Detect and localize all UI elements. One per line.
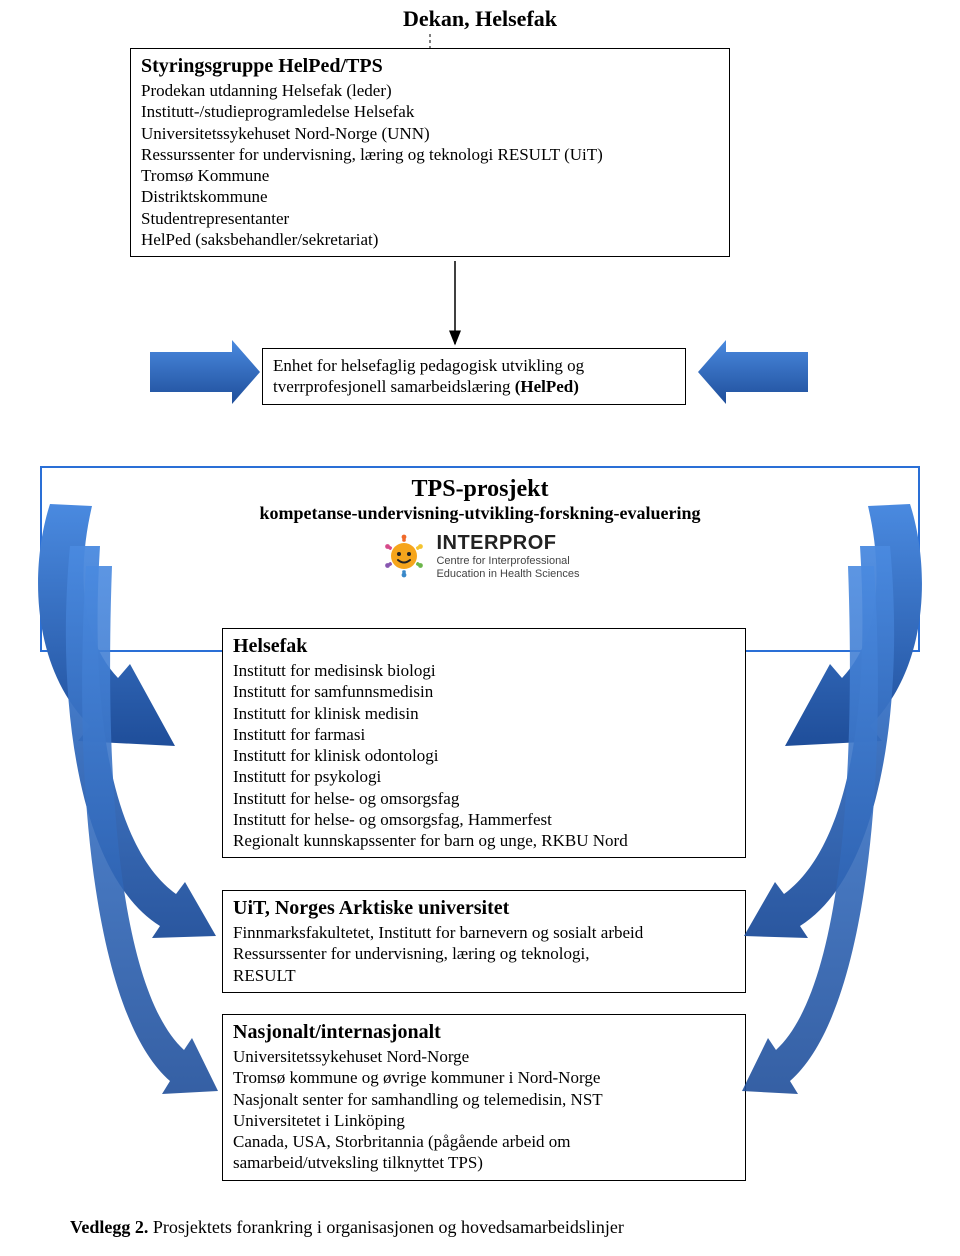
text-line: Canada, USA, Storbritannia (pågående arb… [233, 1131, 735, 1152]
footer-caption: Vedlegg 2. Prosjektets forankring i orga… [70, 1217, 624, 1238]
interprof-logo-icon [380, 532, 428, 580]
text-line: Tromsø Kommune [141, 165, 719, 186]
text-line: Prodekan utdanning Helsefak (leder) [141, 80, 719, 101]
text-line: samarbeid/utveksling tilknyttet TPS) [233, 1152, 735, 1173]
box-nasjonalt: Nasjonalt/internasjonalt Universitetssyk… [222, 1014, 746, 1181]
box-styringsgruppe-body: Prodekan utdanning Helsefak (leder)Insti… [141, 80, 719, 250]
text-line: Institutt for klinisk medisin [233, 703, 735, 724]
box-nasjonalt-body: Universitetssykehuset Nord-NorgeTromsø k… [233, 1046, 735, 1174]
interprof-logo: INTERPROF Centre for Interprofessional E… [52, 532, 908, 580]
text-line: Regionalt kunnskapssenter for barn og un… [233, 830, 735, 851]
text-line: Nasjonalt senter for samhandling og tele… [233, 1089, 735, 1110]
box-nasjonalt-title: Nasjonalt/internasjonalt [233, 1021, 735, 1044]
text-line: Institutt for helse- og omsorgsfag, Hamm… [233, 809, 735, 830]
text-line: Institutt for psykologi [233, 766, 735, 787]
page-title: Dekan, Helsefak [0, 6, 960, 32]
logo-sub-text2: Education in Health Sciences [436, 568, 579, 580]
box-enhet-body: Enhet for helsefaglig pedagogisk utvikli… [273, 355, 675, 398]
logo-sub-text1: Centre for Interprofessional [436, 555, 579, 567]
center-title: TPS-prosjekt [52, 476, 908, 503]
box-enhet: Enhet for helsefaglig pedagogisk utvikli… [262, 348, 686, 405]
text-line: Institutt for helse- og omsorgsfag [233, 788, 735, 809]
box-styringsgruppe: Styringsgruppe HelPed/TPS Prodekan utdan… [130, 48, 730, 257]
text-line: Universitetet i Linköping [233, 1110, 735, 1131]
text-line: RESULT [233, 965, 735, 986]
box-uit-body: Finnmarksfakultetet, Institutt for barne… [233, 922, 735, 986]
block-arrow-right-enhet [698, 340, 808, 404]
text-line: Distriktskommune [141, 186, 719, 207]
box-helsefak-title: Helsefak [233, 635, 735, 658]
center-subtitle: kompetanse-undervisning-utvikling-forskn… [52, 503, 908, 524]
text-line: Universitetssykehuset Nord-Norge (UNN) [141, 123, 719, 144]
text-line: Studentrepresentanter [141, 208, 719, 229]
box-helsefak: Helsefak Institutt for medisinsk biologi… [222, 628, 746, 858]
logo-main-text: INTERPROF [436, 532, 579, 555]
text-line: Ressurssenter for undervisning, læring o… [233, 943, 735, 964]
footer-rest: Prosjektets forankring i organisasjonen … [148, 1217, 624, 1237]
box-tps-prosjekt: TPS-prosjekt kompetanse-undervisning-utv… [40, 466, 920, 652]
text-line: Enhet for helsefaglig pedagogisk utvikli… [273, 355, 675, 376]
box-uit: UiT, Norges Arktiske universitet Finnmar… [222, 890, 746, 993]
text-line: Institutt for samfunnsmedisin [233, 681, 735, 702]
text-line: HelPed (saksbehandler/sekretariat) [141, 229, 719, 250]
box-uit-title: UiT, Norges Arktiske universitet [233, 897, 735, 920]
footer-bold: Vedlegg 2. [70, 1217, 148, 1237]
text-line: Ressurssenter for undervisning, læring o… [141, 144, 719, 165]
block-arrow-left-enhet [150, 340, 260, 404]
text-line: Tromsø kommune og øvrige kommuner i Nord… [233, 1067, 735, 1088]
text-line: Institutt for farmasi [233, 724, 735, 745]
text-line: Institutt-/studieprogramledelse Helsefak [141, 101, 719, 122]
box-styringsgruppe-title: Styringsgruppe HelPed/TPS [141, 55, 719, 78]
text-line: tverrprofesjonell samarbeidslæring (HelP… [273, 376, 675, 397]
box-helsefak-body: Institutt for medisinsk biologiInstitutt… [233, 660, 735, 851]
text-line: Finnmarksfakultetet, Institutt for barne… [233, 922, 735, 943]
text-line: Institutt for medisinsk biologi [233, 660, 735, 681]
text-line: Universitetssykehuset Nord-Norge [233, 1046, 735, 1067]
text-line: Institutt for klinisk odontologi [233, 745, 735, 766]
